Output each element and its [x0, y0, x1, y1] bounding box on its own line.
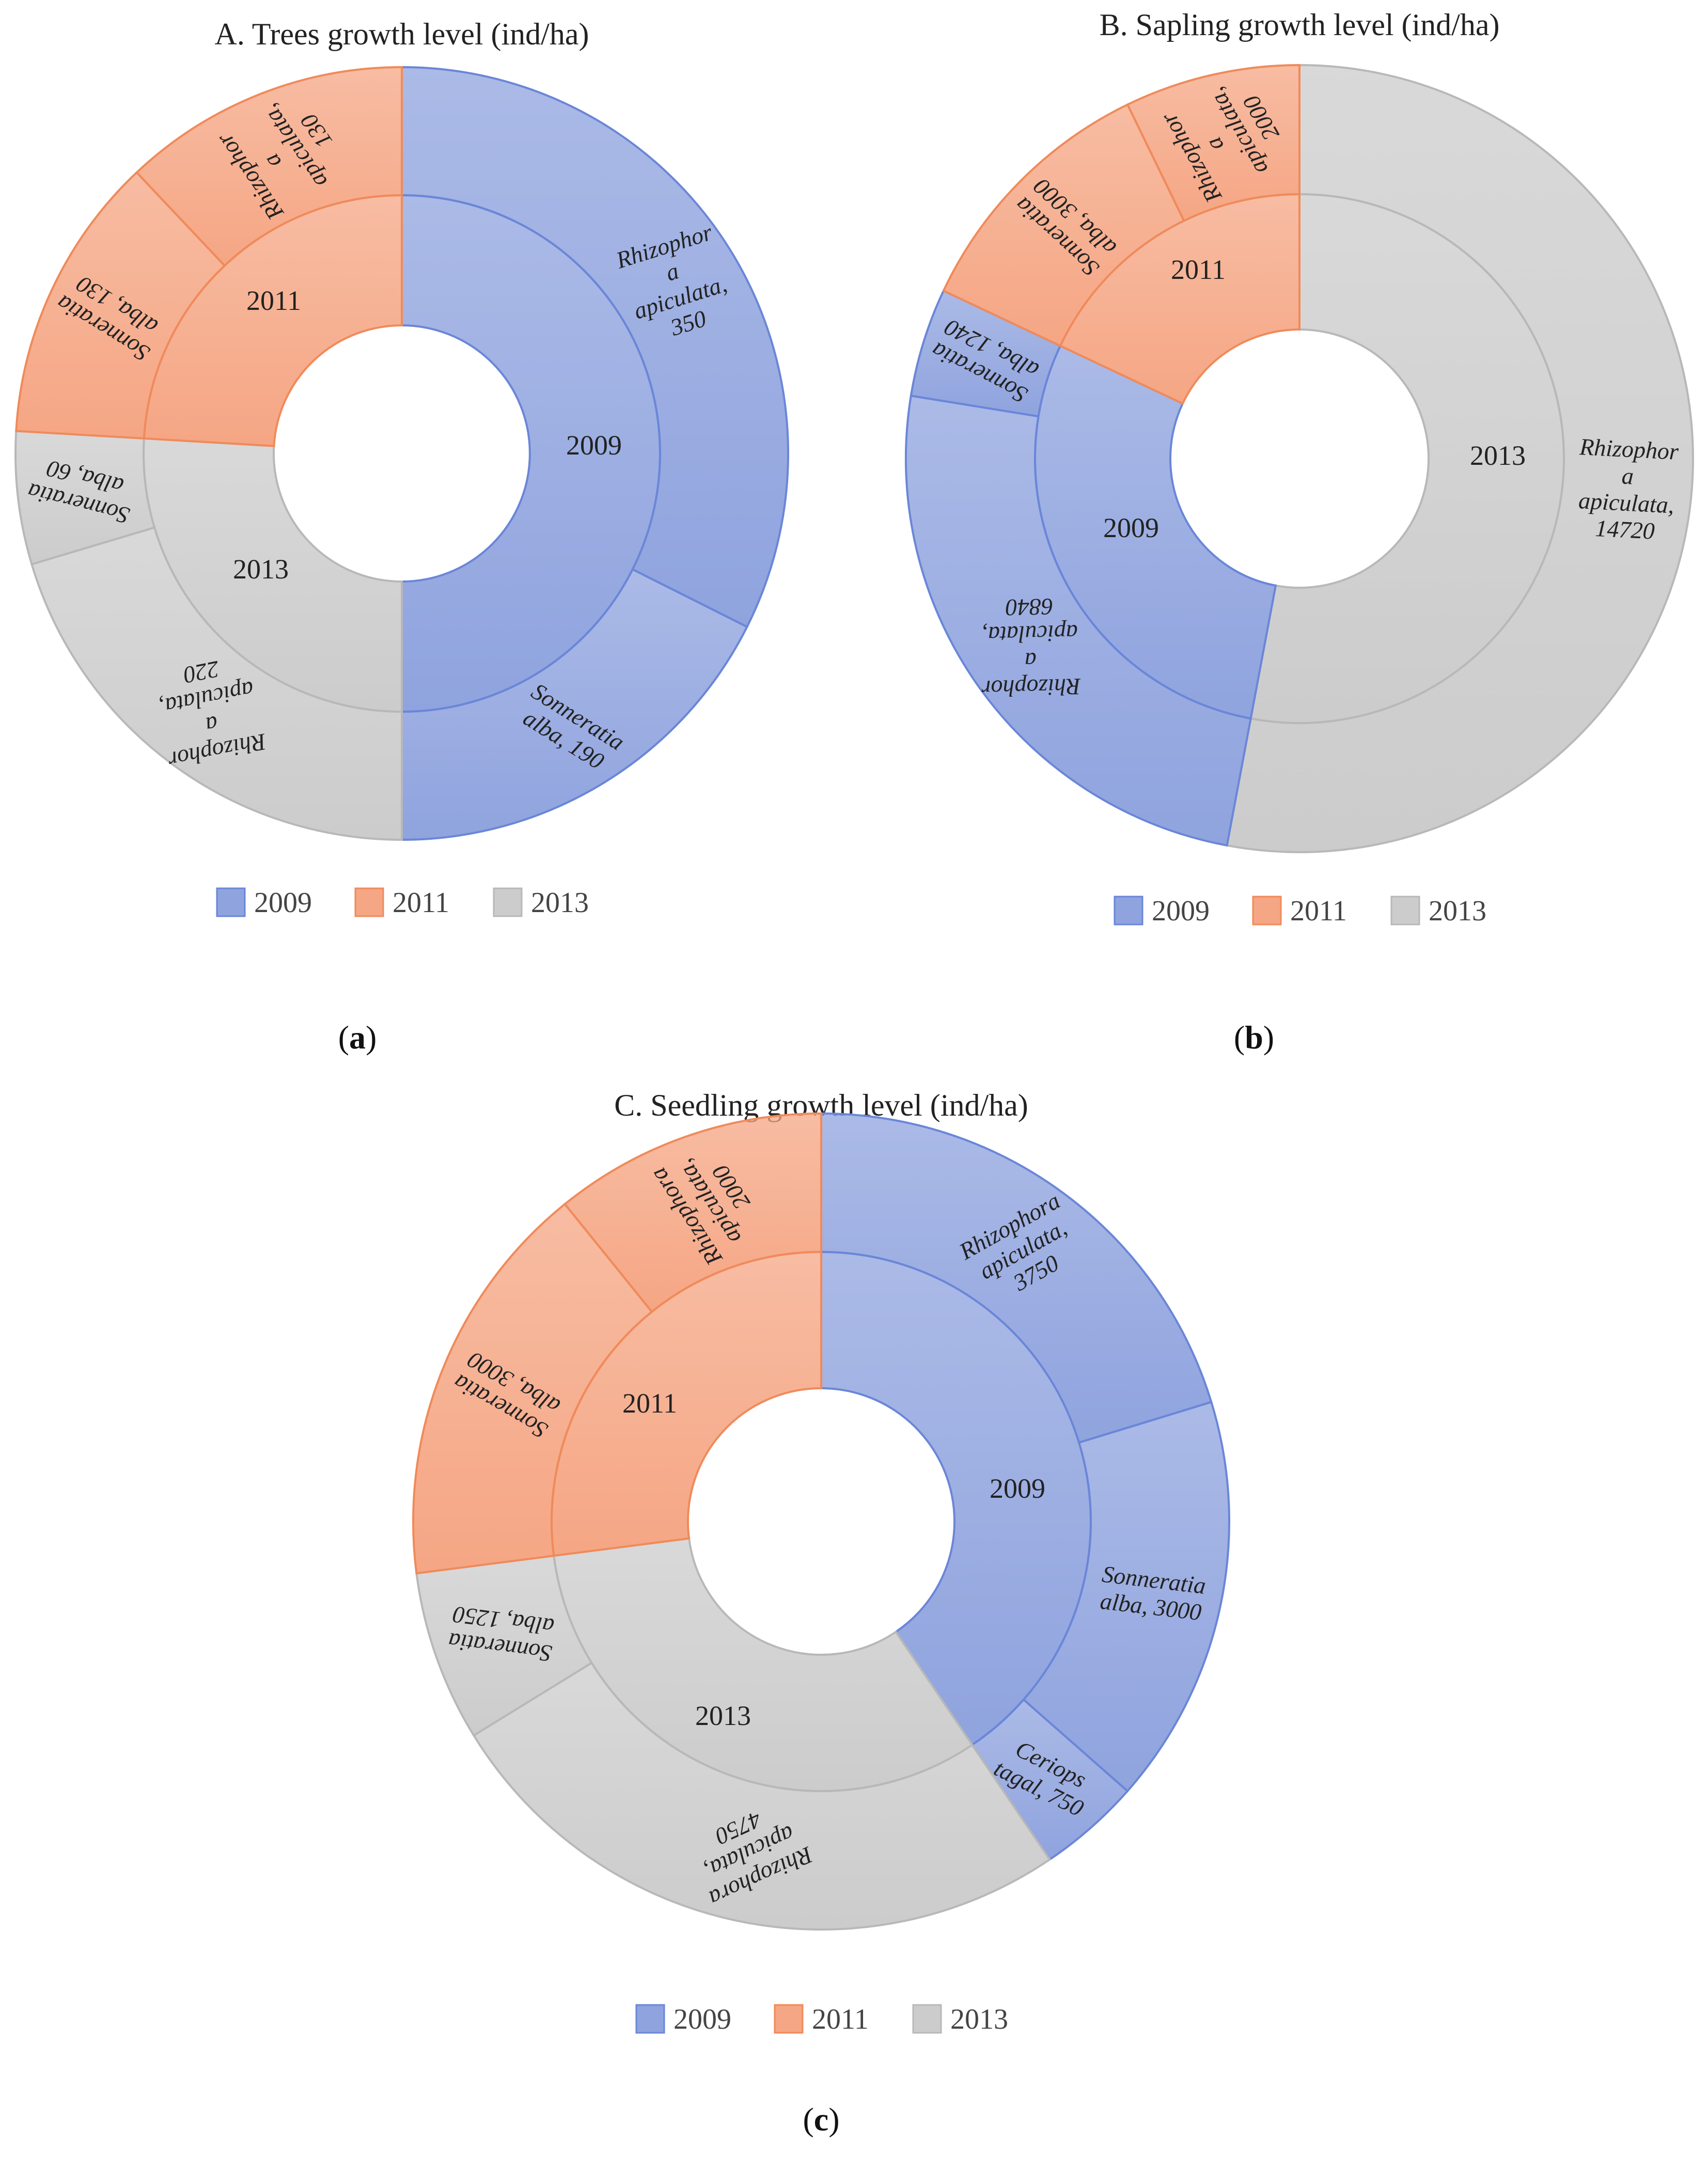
legend-label-2009: 2009	[673, 2003, 731, 2035]
legend-swatch-2013	[912, 2004, 942, 2034]
outer-slice-2011-rhizophora-apiculata	[563, 1112, 822, 1313]
legend-label-2013: 2013	[950, 2003, 1008, 2035]
outer-slice-2013-rhizophora-apiculata	[472, 1661, 1052, 1931]
outer-slice-2009-sonneratia-alba	[1022, 1401, 1230, 1793]
outer-slice-2009-rhizophora-apiculata	[401, 66, 789, 629]
legend-swatch-2011	[774, 2004, 804, 2034]
year-label-2011: 2011	[1171, 254, 1226, 285]
outer-slice-2011-sonneratia-alba	[412, 1202, 653, 1575]
panel-a: A. Trees growth level (ind/ha)2009Rhizop…	[14, 17, 789, 1056]
legend-label-2011: 2011	[812, 2003, 869, 2035]
year-label-2013: 2013	[695, 1700, 751, 1731]
outer-slice-2011-rhizophora-apiculata	[1126, 64, 1300, 223]
year-label-2009: 2009	[990, 1473, 1045, 1504]
year-label-2011: 2011	[622, 1388, 677, 1419]
outer-slice-2013-rhizophora-apiculata	[30, 526, 403, 841]
slice-label-2009-sonneratia-alba: Sonneratiaalba, 3000	[1098, 1561, 1208, 1626]
year-label-2009: 2009	[1103, 512, 1159, 543]
legend-label-2009: 2009	[254, 887, 312, 919]
legend-label-2011: 2011	[1290, 895, 1347, 927]
legend-swatch-2009	[635, 2004, 665, 2034]
legend-label-2013: 2013	[1429, 895, 1486, 927]
panel-b: B. Sapling growth level (ind/ha) 2013 Rhiz…	[905, 8, 1694, 1056]
slice-label-2009-rhizophora-apiculata: Rhizophoraapiculata,6840	[979, 593, 1082, 702]
legend-swatch-2013	[1390, 896, 1420, 926]
legend-label-2013: 2013	[531, 887, 589, 919]
legend-swatch-2009	[216, 887, 246, 917]
panel-label: (c)	[803, 2101, 839, 2138]
panel-label: (b)	[1234, 1019, 1274, 1056]
legend-label-2009: 2009	[1152, 895, 1210, 927]
year-label-2011: 2011	[246, 285, 301, 316]
year-label-2013: 2013	[1470, 440, 1526, 471]
outer-slice-2011-rhizophora-apiculata	[135, 66, 403, 268]
year-label-2009: 2009	[566, 430, 622, 461]
chart-title: A. Trees growth level (ind/ha)	[215, 17, 589, 51]
legend-swatch-2013	[493, 887, 523, 917]
legend-swatch-2011	[1252, 896, 1282, 926]
legend-swatch-2009	[1114, 896, 1143, 926]
outer-slice-2009-rhizophora-apiculata	[905, 394, 1252, 847]
outer-slice-2009-rhizophora-apiculata	[820, 1112, 1213, 1444]
year-label-2013: 2013	[233, 554, 289, 585]
legend-label-2011: 2011	[393, 887, 449, 919]
panel-label: (a)	[338, 1019, 377, 1056]
slice-label-2013-rhizophora-apiculata: Rhizophoraapiculata,14720	[1574, 433, 1680, 545]
outer-slice-2009-sonneratia-alba	[401, 568, 749, 841]
legend-swatch-2011	[354, 887, 384, 917]
chart-title: B. Sapling growth level (ind/ha)	[1100, 8, 1500, 42]
outer-slice-2013-rhizophora-apiculata	[1226, 64, 1694, 853]
panel-c: C. Seedling growth level (ind/ha)2009Rhi…	[412, 1088, 1230, 2138]
